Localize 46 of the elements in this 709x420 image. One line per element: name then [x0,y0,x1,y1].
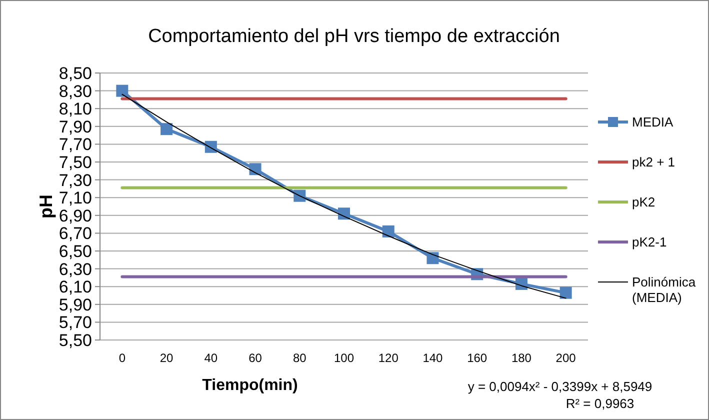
legend-label: MEDIA [632,114,674,130]
y-tick-label: 7,90 [58,117,92,136]
point [294,190,306,202]
y-tick-label: 8,30 [58,82,92,101]
y-tick-label: 7,30 [58,170,92,190]
y-tick-label: 6,90 [58,206,92,226]
y-tick-label: 5,50 [58,330,92,350]
x-tick-label: 100 [334,351,354,365]
x-axis-title: Tiempo(min) [202,377,298,394]
legend-label: pK2-1 [632,234,667,250]
legend-label: Polinómica (MEDIA) [632,274,696,306]
x-tick-label: 200 [556,351,576,365]
y-tick-label: 6,50 [58,242,92,261]
point [426,252,439,264]
y-axis-title: pH [36,194,56,218]
legend-label: pK2 [632,194,656,210]
point [204,140,217,153]
y-tick-label: 7,70 [58,135,92,154]
x-tick-label: 140 [422,351,444,365]
y-tick-label: 8,50 [58,64,92,83]
x-tick-label: 120 [378,351,399,365]
legend-label: pk2 + 1 [632,154,676,170]
x-tick-label: 80 [292,351,307,365]
point [160,123,173,136]
y-tick-label: 5,70 [58,313,92,332]
y-tick-label: 6,10 [58,278,92,297]
y-tick-label: 8,10 [58,100,92,119]
y-tick-label: 5,90 [58,295,92,314]
point [560,286,572,299]
point [338,208,350,220]
x-tick-label: 160 [467,351,488,365]
point [116,84,128,97]
point [382,225,394,238]
y-tick-label: 7,10 [58,188,92,208]
text: y = 0,0094x² - 0,3399x + 8,5949 [468,379,652,394]
y-tick-label: 6,70 [58,224,92,244]
point [249,163,262,176]
y-tick-label: 6,30 [58,260,92,279]
x-tick-label: 60 [248,351,262,365]
x-tick-label: 180 [511,351,532,365]
text: R² = 0,9963 [566,396,634,411]
x-tick-label: 0 [118,351,126,365]
x-tick-label: 40 [204,351,218,365]
chart-title: Comportamiento del pH vrs tiempo de extracción [148,26,560,47]
x-tick-label: 20 [160,351,174,365]
y-tick-label: 7,50 [58,152,92,172]
